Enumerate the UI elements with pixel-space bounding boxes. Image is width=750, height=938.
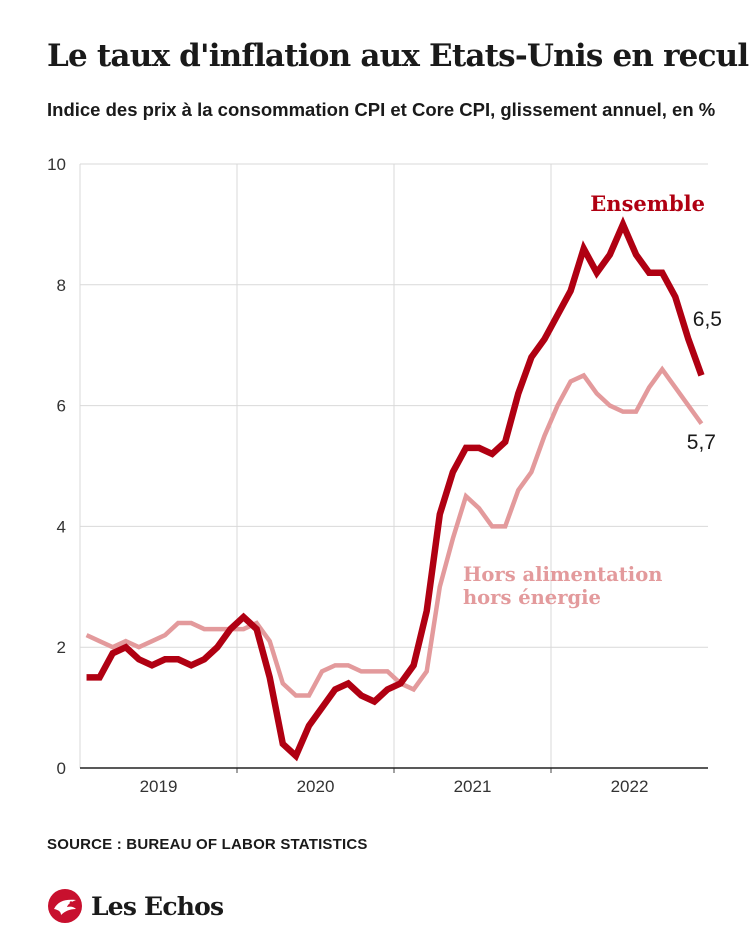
les-echos-emblem-icon <box>48 889 82 923</box>
end-value-label: 5,7 <box>687 431 716 454</box>
y-tick-label: 2 <box>57 638 66 657</box>
source-note: SOURCE : BUREAU OF LABOR STATISTICS <box>47 836 368 853</box>
x-tick-label: 2020 <box>297 777 335 796</box>
y-tick-label: 0 <box>57 759 66 778</box>
brand-name: Les Echos <box>91 891 224 921</box>
y-tick-label: 4 <box>57 517 66 536</box>
series-layer <box>85 216 705 762</box>
y-tick-label: 6 <box>57 397 66 416</box>
legend-core-label: hors énergie <box>463 586 601 609</box>
x-tick-label: 2021 <box>454 777 492 796</box>
y-tick-label: 8 <box>57 276 66 295</box>
ensemble-cpi-line <box>86 216 705 762</box>
brand-logo: Les Echos <box>47 888 224 924</box>
core-cpi-line <box>85 365 704 698</box>
legend-ensemble-label: Ensemble <box>590 191 705 216</box>
chart-subtitle: Indice des prix à la consommation CPI et… <box>47 99 716 120</box>
axis-layer: 0 2 4 6 8 10 2019 2020 2021 2022 <box>47 155 708 796</box>
chart-title: Le taux d'inflation aux Etats-Unis en re… <box>47 38 749 74</box>
legend-core-label: Hors alimentation <box>463 563 662 586</box>
inflation-line-chart: 0 2 4 6 8 10 2019 2020 2021 2022 Ensemble Hors ali… <box>47 155 722 796</box>
y-tick-label: 10 <box>47 155 66 174</box>
end-value-label: 6,5 <box>693 308 722 331</box>
x-tick-label: 2019 <box>140 777 178 796</box>
x-tick-label: 2022 <box>611 777 649 796</box>
